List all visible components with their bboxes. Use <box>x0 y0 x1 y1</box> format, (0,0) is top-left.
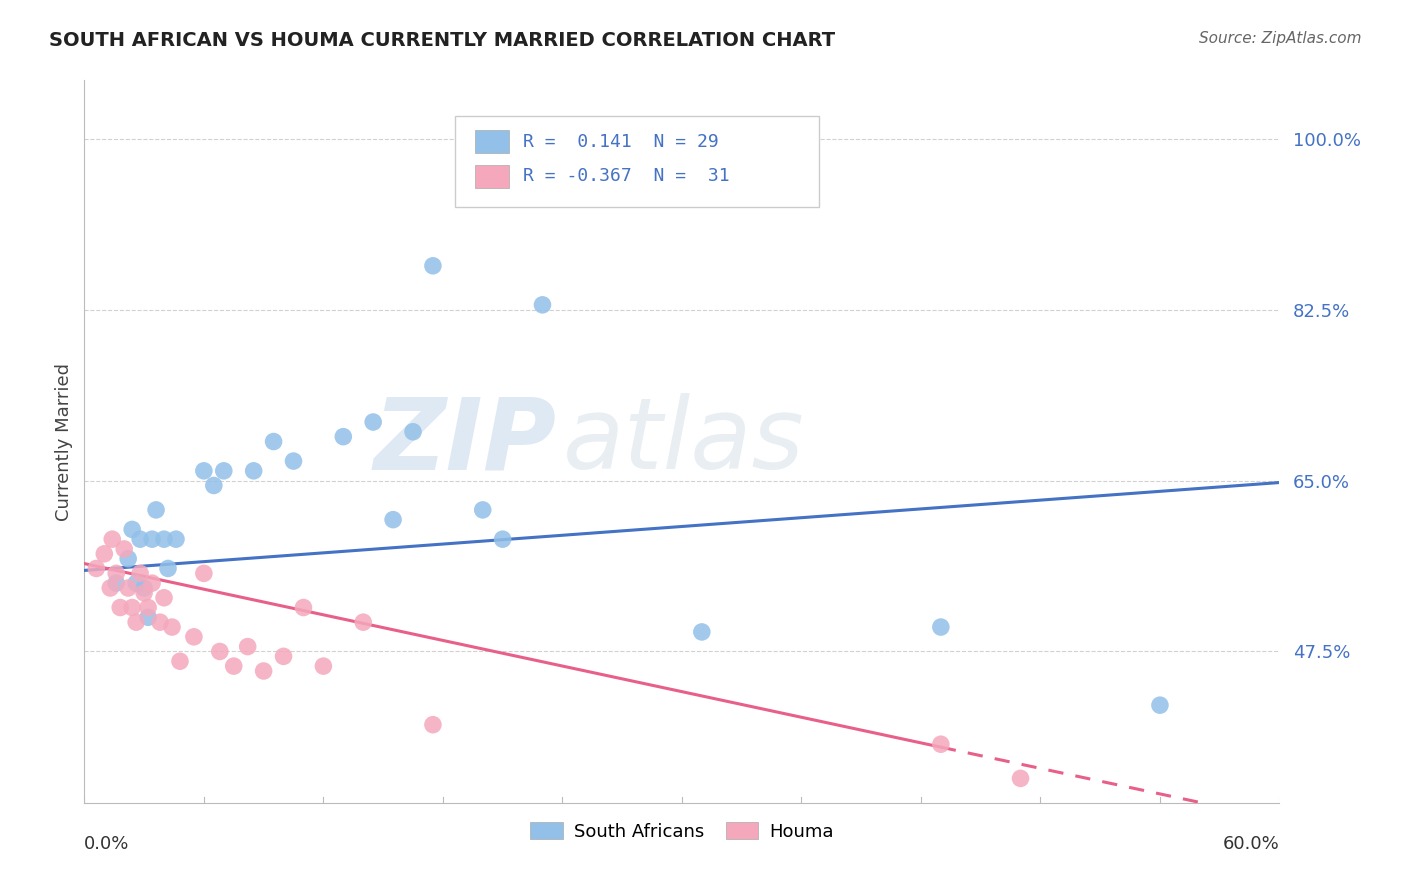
Point <box>125 576 148 591</box>
FancyBboxPatch shape <box>456 117 820 207</box>
Text: R = -0.367  N =  31: R = -0.367 N = 31 <box>523 168 730 186</box>
Text: R =  0.141  N = 29: R = 0.141 N = 29 <box>523 133 718 151</box>
Point <box>93 547 115 561</box>
Point <box>136 610 159 624</box>
Point <box>263 434 285 449</box>
Point <box>1010 772 1032 786</box>
Point <box>361 415 384 429</box>
Point <box>183 630 205 644</box>
Point <box>145 503 167 517</box>
Legend: South Africans, Houma: South Africans, Houma <box>523 815 841 848</box>
Point <box>690 624 713 639</box>
Point <box>157 561 180 575</box>
Point <box>136 600 159 615</box>
Point <box>98 581 121 595</box>
Point <box>117 581 139 595</box>
Point <box>86 561 108 575</box>
Point <box>112 541 135 556</box>
Point <box>402 425 425 439</box>
Point <box>117 551 139 566</box>
Point <box>121 523 143 537</box>
Point <box>153 591 176 605</box>
Point <box>165 532 187 546</box>
Point <box>422 259 444 273</box>
Point <box>292 600 315 615</box>
Point <box>153 532 176 546</box>
Point <box>332 430 354 444</box>
Text: atlas: atlas <box>562 393 804 490</box>
Point <box>105 576 128 591</box>
Point <box>352 615 374 630</box>
Point <box>169 654 191 668</box>
Point <box>253 664 276 678</box>
Point <box>132 586 156 600</box>
Point <box>212 464 235 478</box>
Point <box>110 600 132 615</box>
Point <box>141 532 163 546</box>
FancyBboxPatch shape <box>475 130 509 153</box>
Point <box>283 454 305 468</box>
Point <box>531 298 554 312</box>
Point <box>105 566 128 581</box>
Point <box>929 620 952 634</box>
Point <box>193 464 215 478</box>
Point <box>141 576 163 591</box>
Text: 60.0%: 60.0% <box>1223 835 1279 854</box>
Point <box>193 566 215 581</box>
Point <box>236 640 259 654</box>
Point <box>222 659 245 673</box>
Point <box>101 532 124 546</box>
FancyBboxPatch shape <box>475 165 509 188</box>
Point <box>422 717 444 731</box>
Point <box>471 503 494 517</box>
Point <box>208 644 231 658</box>
Point <box>202 478 225 492</box>
Point <box>242 464 264 478</box>
Y-axis label: Currently Married: Currently Married <box>55 362 73 521</box>
Point <box>125 615 148 630</box>
Point <box>121 600 143 615</box>
Point <box>492 532 515 546</box>
Point <box>312 659 335 673</box>
Point <box>160 620 183 634</box>
Point <box>1149 698 1171 713</box>
Point <box>382 513 405 527</box>
Text: ZIP: ZIP <box>374 393 557 490</box>
Point <box>129 532 152 546</box>
Point <box>149 615 172 630</box>
Text: 0.0%: 0.0% <box>84 835 129 854</box>
Text: Source: ZipAtlas.com: Source: ZipAtlas.com <box>1198 31 1361 46</box>
Point <box>273 649 295 664</box>
Point <box>929 737 952 751</box>
Point <box>132 581 156 595</box>
Point <box>129 566 152 581</box>
Text: SOUTH AFRICAN VS HOUMA CURRENTLY MARRIED CORRELATION CHART: SOUTH AFRICAN VS HOUMA CURRENTLY MARRIED… <box>49 31 835 50</box>
